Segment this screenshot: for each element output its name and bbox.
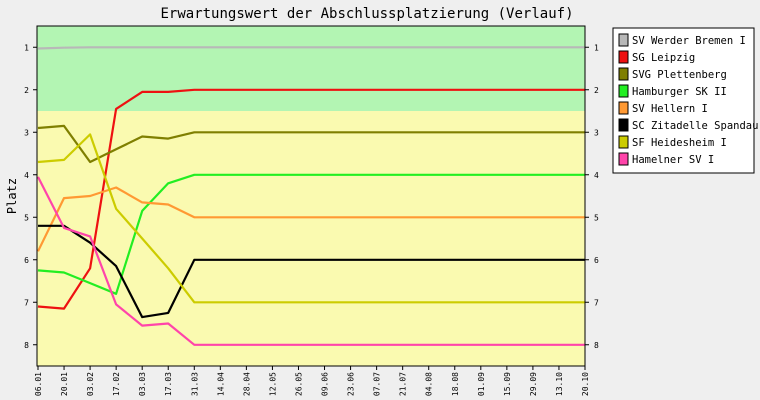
- y-tick-label-left: 8: [24, 341, 29, 350]
- x-ticks: 06.01 20.01 03.02 17.02 03.03 17.03 31.03 14.04…: [34, 366, 590, 396]
- x-tick-label: 09.06: [321, 372, 330, 396]
- series-line-2: [37, 88, 585, 310]
- legend-label-5: SV Hellern I: [632, 103, 708, 115]
- x-tick-label: 12.05: [268, 372, 277, 396]
- x-tick-label: 03.02: [86, 372, 95, 396]
- x-tick-label: 20.10: [581, 372, 590, 396]
- legend-label-2: SG Leipzig: [632, 52, 695, 64]
- legend-swatch-6: [618, 118, 629, 132]
- legend-swatch-7: [618, 135, 629, 149]
- y-tick-label-left: 2: [24, 86, 29, 95]
- y-tick-label-right: 7: [594, 298, 599, 307]
- y-tick-label-left: 4: [24, 171, 29, 180]
- x-tick-label: 21.07: [399, 372, 408, 396]
- series-line-5: [37, 186, 585, 252]
- y-tick-label-right: 1: [594, 43, 599, 52]
- x-tick-label: 03.03: [138, 372, 147, 396]
- x-tick-label: 17.02: [112, 372, 121, 396]
- legend-label-4: Hamburger SK II: [632, 86, 727, 98]
- y-tick-label-right: 6: [594, 256, 599, 265]
- legend-label-7: SF Heidesheim I: [632, 137, 727, 149]
- series-line-3: [37, 124, 585, 164]
- x-tick-label: 17.03: [164, 372, 173, 396]
- x-tick-label: 28.04: [242, 372, 251, 396]
- x-tick-label: 26.05: [294, 372, 303, 396]
- x-tick-label: 14.04: [216, 372, 225, 396]
- x-tick-label: 15.09: [503, 372, 512, 396]
- legend-swatch-3: [618, 67, 629, 81]
- y-tick-label-right: 4: [594, 171, 599, 180]
- y-tick-label-left: 7: [24, 298, 29, 307]
- y-tick-label-right: 5: [594, 213, 599, 222]
- y-axis-label: Platz: [5, 178, 19, 214]
- series-line-4: [37, 173, 585, 295]
- series-line-7: [37, 133, 585, 304]
- legend-label-8: Hamelner SV I: [632, 154, 714, 166]
- y-tick-label-left: 3: [24, 128, 29, 137]
- series-line-8: [37, 176, 585, 346]
- x-tick-label: 04.08: [425, 372, 434, 396]
- x-tick-label: 18.08: [451, 372, 460, 396]
- x-tick-label: 23.06: [347, 372, 356, 396]
- legend-label-6: SC Zitadelle Spandau: [632, 120, 758, 132]
- y-ticks-right: 1 2 3 4 5 6 7 8: [585, 43, 599, 350]
- x-tick-label: 31.03: [190, 372, 199, 396]
- band-0: [37, 26, 585, 111]
- legend-label-1: SV Werder Bremen I: [632, 35, 746, 47]
- legend-label-3: SVG Plettenberg: [632, 69, 727, 81]
- legend-swatch-5: [618, 101, 629, 115]
- band-1: [37, 111, 585, 366]
- plot-bands: [37, 26, 585, 366]
- x-tick-label: 06.01: [34, 372, 43, 396]
- x-tick-label: 01.09: [477, 372, 486, 396]
- legend-swatch-1: [618, 33, 629, 47]
- legend-swatch-2: [618, 50, 629, 64]
- legend-box: [612, 27, 755, 174]
- legend-swatch-4: [618, 84, 629, 98]
- y-tick-label-left: 6: [24, 256, 29, 265]
- legend-swatch-8: [618, 152, 629, 166]
- chart-title: Erwartungswert der Abschlussplatzierung …: [160, 6, 573, 22]
- series-line-1: [37, 46, 585, 50]
- x-tick-label: 13.10: [555, 372, 564, 396]
- x-tick-label: 29.09: [529, 372, 538, 396]
- legend: SV Werder Bremen I SG Leipzig SVG Plettenb…: [612, 27, 758, 174]
- y-ticks-left: 1 2 3 4 5 6 7 8: [24, 43, 37, 350]
- x-tick-label: 20.01: [60, 372, 69, 396]
- y-tick-label-left: 1: [24, 43, 29, 52]
- plot-series: [37, 46, 585, 346]
- y-tick-label-right: 3: [594, 128, 599, 137]
- y-tick-label-right: 8: [594, 341, 599, 350]
- legend-items: SV Werder Bremen I SG Leipzig SVG Plettenb…: [618, 33, 758, 166]
- plot-frame: [36, 25, 586, 367]
- series-line-6: [38, 224, 585, 319]
- y-tick-label-right: 2: [594, 86, 599, 95]
- y-tick-label-left: 5: [24, 213, 29, 222]
- x-tick-label: 07.07: [373, 372, 382, 396]
